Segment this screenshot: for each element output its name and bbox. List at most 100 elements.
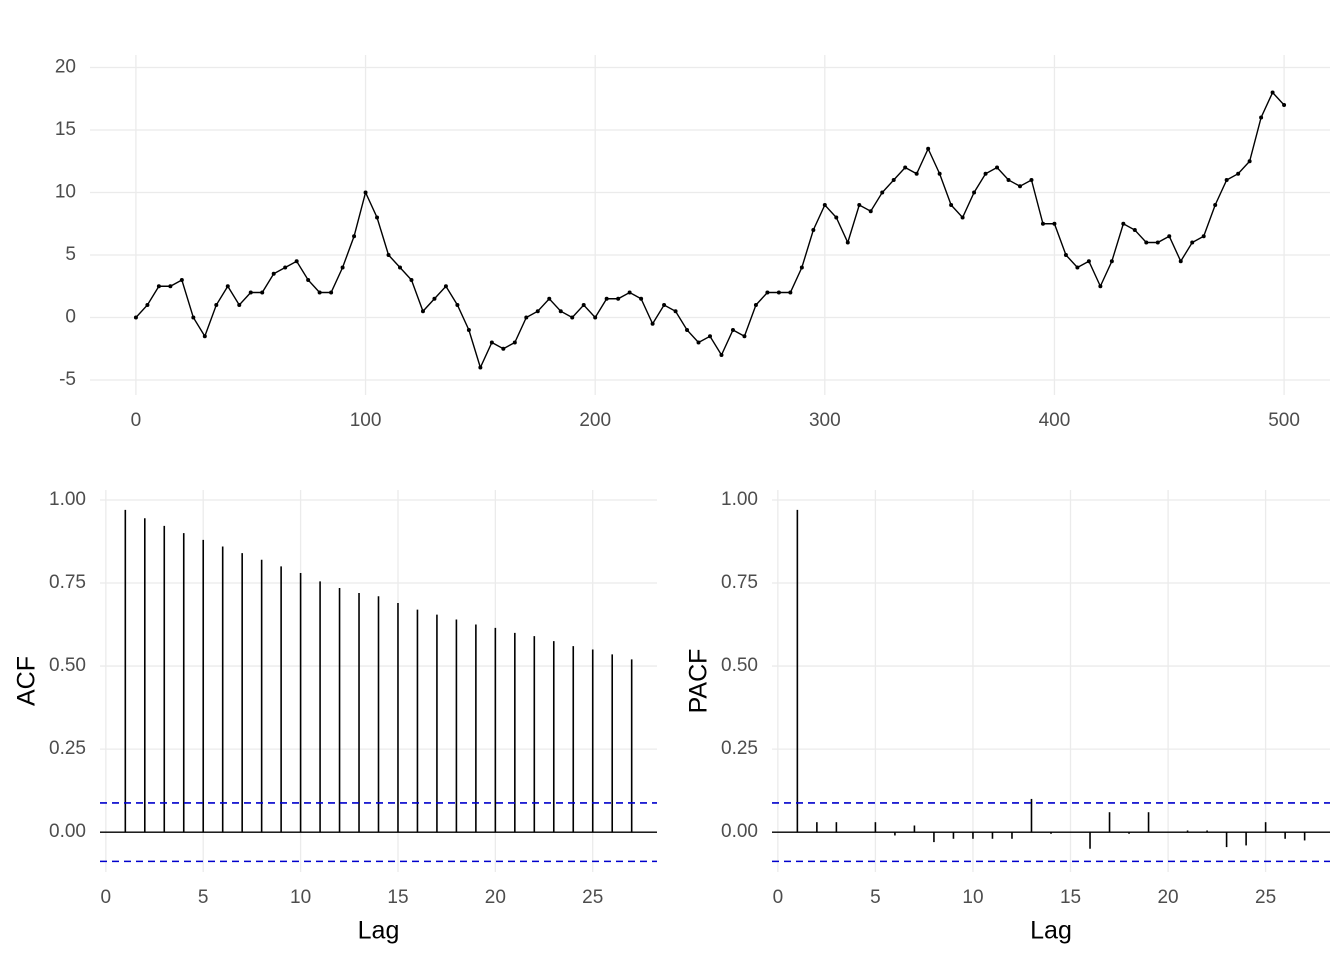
point xyxy=(1270,90,1275,95)
y-axis-label: ACF xyxy=(13,656,41,706)
point xyxy=(501,346,506,351)
x-tick-label: 5 xyxy=(870,887,881,908)
point xyxy=(512,340,517,345)
x-tick-label: 20 xyxy=(485,887,506,908)
x-tick-label: 5 xyxy=(198,887,209,908)
point xyxy=(811,228,816,232)
x-tick-label: 0 xyxy=(101,887,112,908)
point xyxy=(237,303,242,307)
point xyxy=(1155,240,1160,245)
point xyxy=(214,303,219,307)
point xyxy=(604,296,609,301)
point xyxy=(283,265,288,270)
point xyxy=(903,165,908,170)
y-tick-label: 15 xyxy=(55,119,76,140)
point xyxy=(294,259,299,264)
point xyxy=(455,303,460,307)
point xyxy=(1178,259,1183,264)
point xyxy=(1259,115,1264,120)
point xyxy=(960,215,965,220)
point xyxy=(949,203,954,207)
point xyxy=(375,215,380,220)
point xyxy=(914,171,919,176)
point xyxy=(776,290,781,295)
point xyxy=(1190,240,1195,245)
point xyxy=(340,265,345,270)
point xyxy=(168,284,173,289)
x-tick-label: 10 xyxy=(962,887,983,908)
point xyxy=(202,334,207,339)
point xyxy=(398,265,402,270)
point xyxy=(708,334,712,339)
point xyxy=(409,278,414,282)
y-tick-label: 0 xyxy=(65,307,76,328)
x-tick-label: 20 xyxy=(1157,887,1178,908)
y-tick-label: 0.25 xyxy=(721,738,758,759)
point xyxy=(133,315,138,320)
point xyxy=(1121,221,1126,226)
x-tick-label: 100 xyxy=(350,410,382,431)
x-axis-label: Lag xyxy=(358,917,400,945)
point xyxy=(1029,178,1034,182)
point xyxy=(972,190,977,195)
x-tick-label: 500 xyxy=(1268,410,1300,431)
point xyxy=(730,328,735,332)
x-axis-label: Lag xyxy=(1030,917,1072,945)
point xyxy=(1075,265,1080,270)
point xyxy=(248,290,253,295)
point xyxy=(1018,184,1022,189)
y-tick-label: 0.00 xyxy=(49,821,86,842)
point xyxy=(466,328,471,332)
x-tick-label: 25 xyxy=(582,887,603,908)
point xyxy=(983,171,988,176)
y-tick-label: 1.00 xyxy=(721,489,758,510)
point xyxy=(1063,253,1068,257)
point xyxy=(822,203,827,207)
y-tick-label: 0.50 xyxy=(49,655,86,676)
point xyxy=(868,209,873,214)
point xyxy=(650,321,655,326)
point xyxy=(156,284,161,289)
point xyxy=(420,309,425,314)
y-tick-label: 0.75 xyxy=(721,572,758,593)
point xyxy=(1052,221,1057,226)
point xyxy=(753,303,758,307)
point xyxy=(857,203,862,207)
y-tick-label: 5 xyxy=(65,244,76,265)
point xyxy=(685,328,690,332)
point xyxy=(593,315,598,320)
x-tick-label: 400 xyxy=(1039,410,1071,431)
y-tick-label: 1.00 xyxy=(49,489,86,510)
x-tick-label: 10 xyxy=(290,887,311,908)
point xyxy=(719,353,724,357)
point xyxy=(225,284,230,289)
point xyxy=(1282,103,1287,107)
point xyxy=(799,265,804,270)
point xyxy=(443,284,448,289)
y-tick-label: 0.50 xyxy=(721,655,758,676)
point xyxy=(306,278,311,282)
point xyxy=(673,309,678,314)
point xyxy=(179,278,184,282)
point xyxy=(880,190,885,195)
point xyxy=(1132,228,1137,232)
point xyxy=(765,290,770,295)
series-line xyxy=(135,91,1285,370)
point xyxy=(995,165,1000,170)
x-tick-label: 0 xyxy=(131,410,142,431)
point xyxy=(363,190,368,195)
point xyxy=(1247,159,1252,164)
point xyxy=(1167,234,1172,239)
point xyxy=(191,315,196,320)
y-tick-label: 0.25 xyxy=(49,738,86,759)
point xyxy=(788,290,793,295)
point xyxy=(1236,171,1241,176)
x-tick-label: 0 xyxy=(773,887,784,908)
point xyxy=(627,290,632,295)
y-tick-label: 0.00 xyxy=(721,821,758,842)
point xyxy=(352,234,357,239)
point xyxy=(1040,221,1045,226)
point xyxy=(535,309,540,314)
point xyxy=(524,315,529,320)
